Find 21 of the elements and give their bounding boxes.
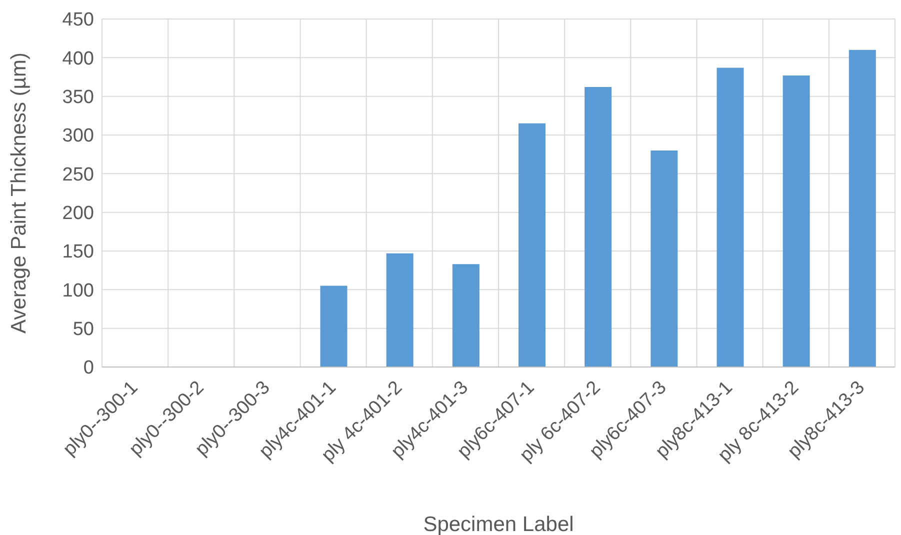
y-tick-label: 250 — [62, 164, 94, 186]
bar — [320, 286, 348, 367]
bar — [650, 150, 678, 367]
bar — [386, 253, 414, 367]
y-tick-label: 400 — [62, 48, 94, 70]
y-tick-label: 300 — [62, 126, 94, 147]
bar — [716, 68, 744, 367]
y-axis-title: Average Paint Thickness (µm) — [7, 52, 30, 334]
bar — [782, 75, 810, 367]
y-tick-label: 100 — [62, 280, 94, 302]
y-tick-label: 150 — [62, 242, 94, 263]
bar — [518, 123, 546, 367]
y-tick-label: 350 — [62, 87, 94, 108]
bar — [452, 264, 480, 367]
y-tick-label: 450 — [62, 10, 94, 31]
y-tick-label: 200 — [62, 203, 94, 224]
y-tick-label: 0 — [83, 358, 94, 379]
y-tick-label: 50 — [72, 319, 94, 340]
bar — [848, 50, 876, 367]
bar — [584, 87, 612, 367]
x-axis-title: Specimen Label — [423, 513, 574, 535]
